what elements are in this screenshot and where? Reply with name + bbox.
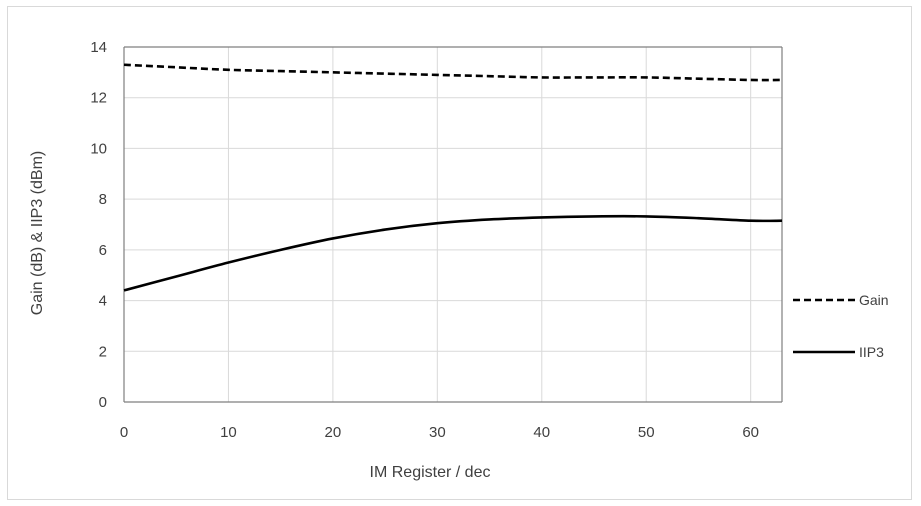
y-tick-label: 14 <box>90 39 107 56</box>
chart-frame <box>7 6 912 500</box>
x-tick-label: 20 <box>325 424 342 441</box>
legend: Gain IIP3 <box>793 292 889 360</box>
series-line-gain <box>123 63 783 82</box>
y-tick-label: 0 <box>99 394 107 411</box>
x-axis-title: IM Register / dec <box>370 464 491 481</box>
legend-label-iip3: IIP3 <box>859 344 884 360</box>
x-tick-label: 30 <box>429 424 446 441</box>
series-lines <box>123 63 783 292</box>
axes <box>123 46 783 403</box>
y-tick-label: 4 <box>99 293 107 310</box>
y-tick-label: 2 <box>99 343 107 360</box>
tick-labels: 0 10 20 30 40 50 60 0 2 4 6 8 10 12 14 <box>90 39 759 441</box>
y-tick-label: 8 <box>99 191 107 208</box>
x-tick-label: 10 <box>220 424 237 441</box>
y-tick-label: 12 <box>90 90 107 107</box>
x-tick-label: 40 <box>533 424 550 441</box>
y-axis-title: Gain (dB) & IIP3 (dBm) <box>29 151 46 316</box>
y-tick-label: 6 <box>99 242 107 259</box>
legend-label-gain: Gain <box>859 292 889 308</box>
x-tick-label: 60 <box>742 424 759 441</box>
grid <box>124 46 782 402</box>
series-line-iip3 <box>123 214 783 292</box>
x-tick-label: 0 <box>120 424 128 441</box>
x-tick-label: 50 <box>638 424 655 441</box>
y-tick-label: 10 <box>90 140 107 157</box>
